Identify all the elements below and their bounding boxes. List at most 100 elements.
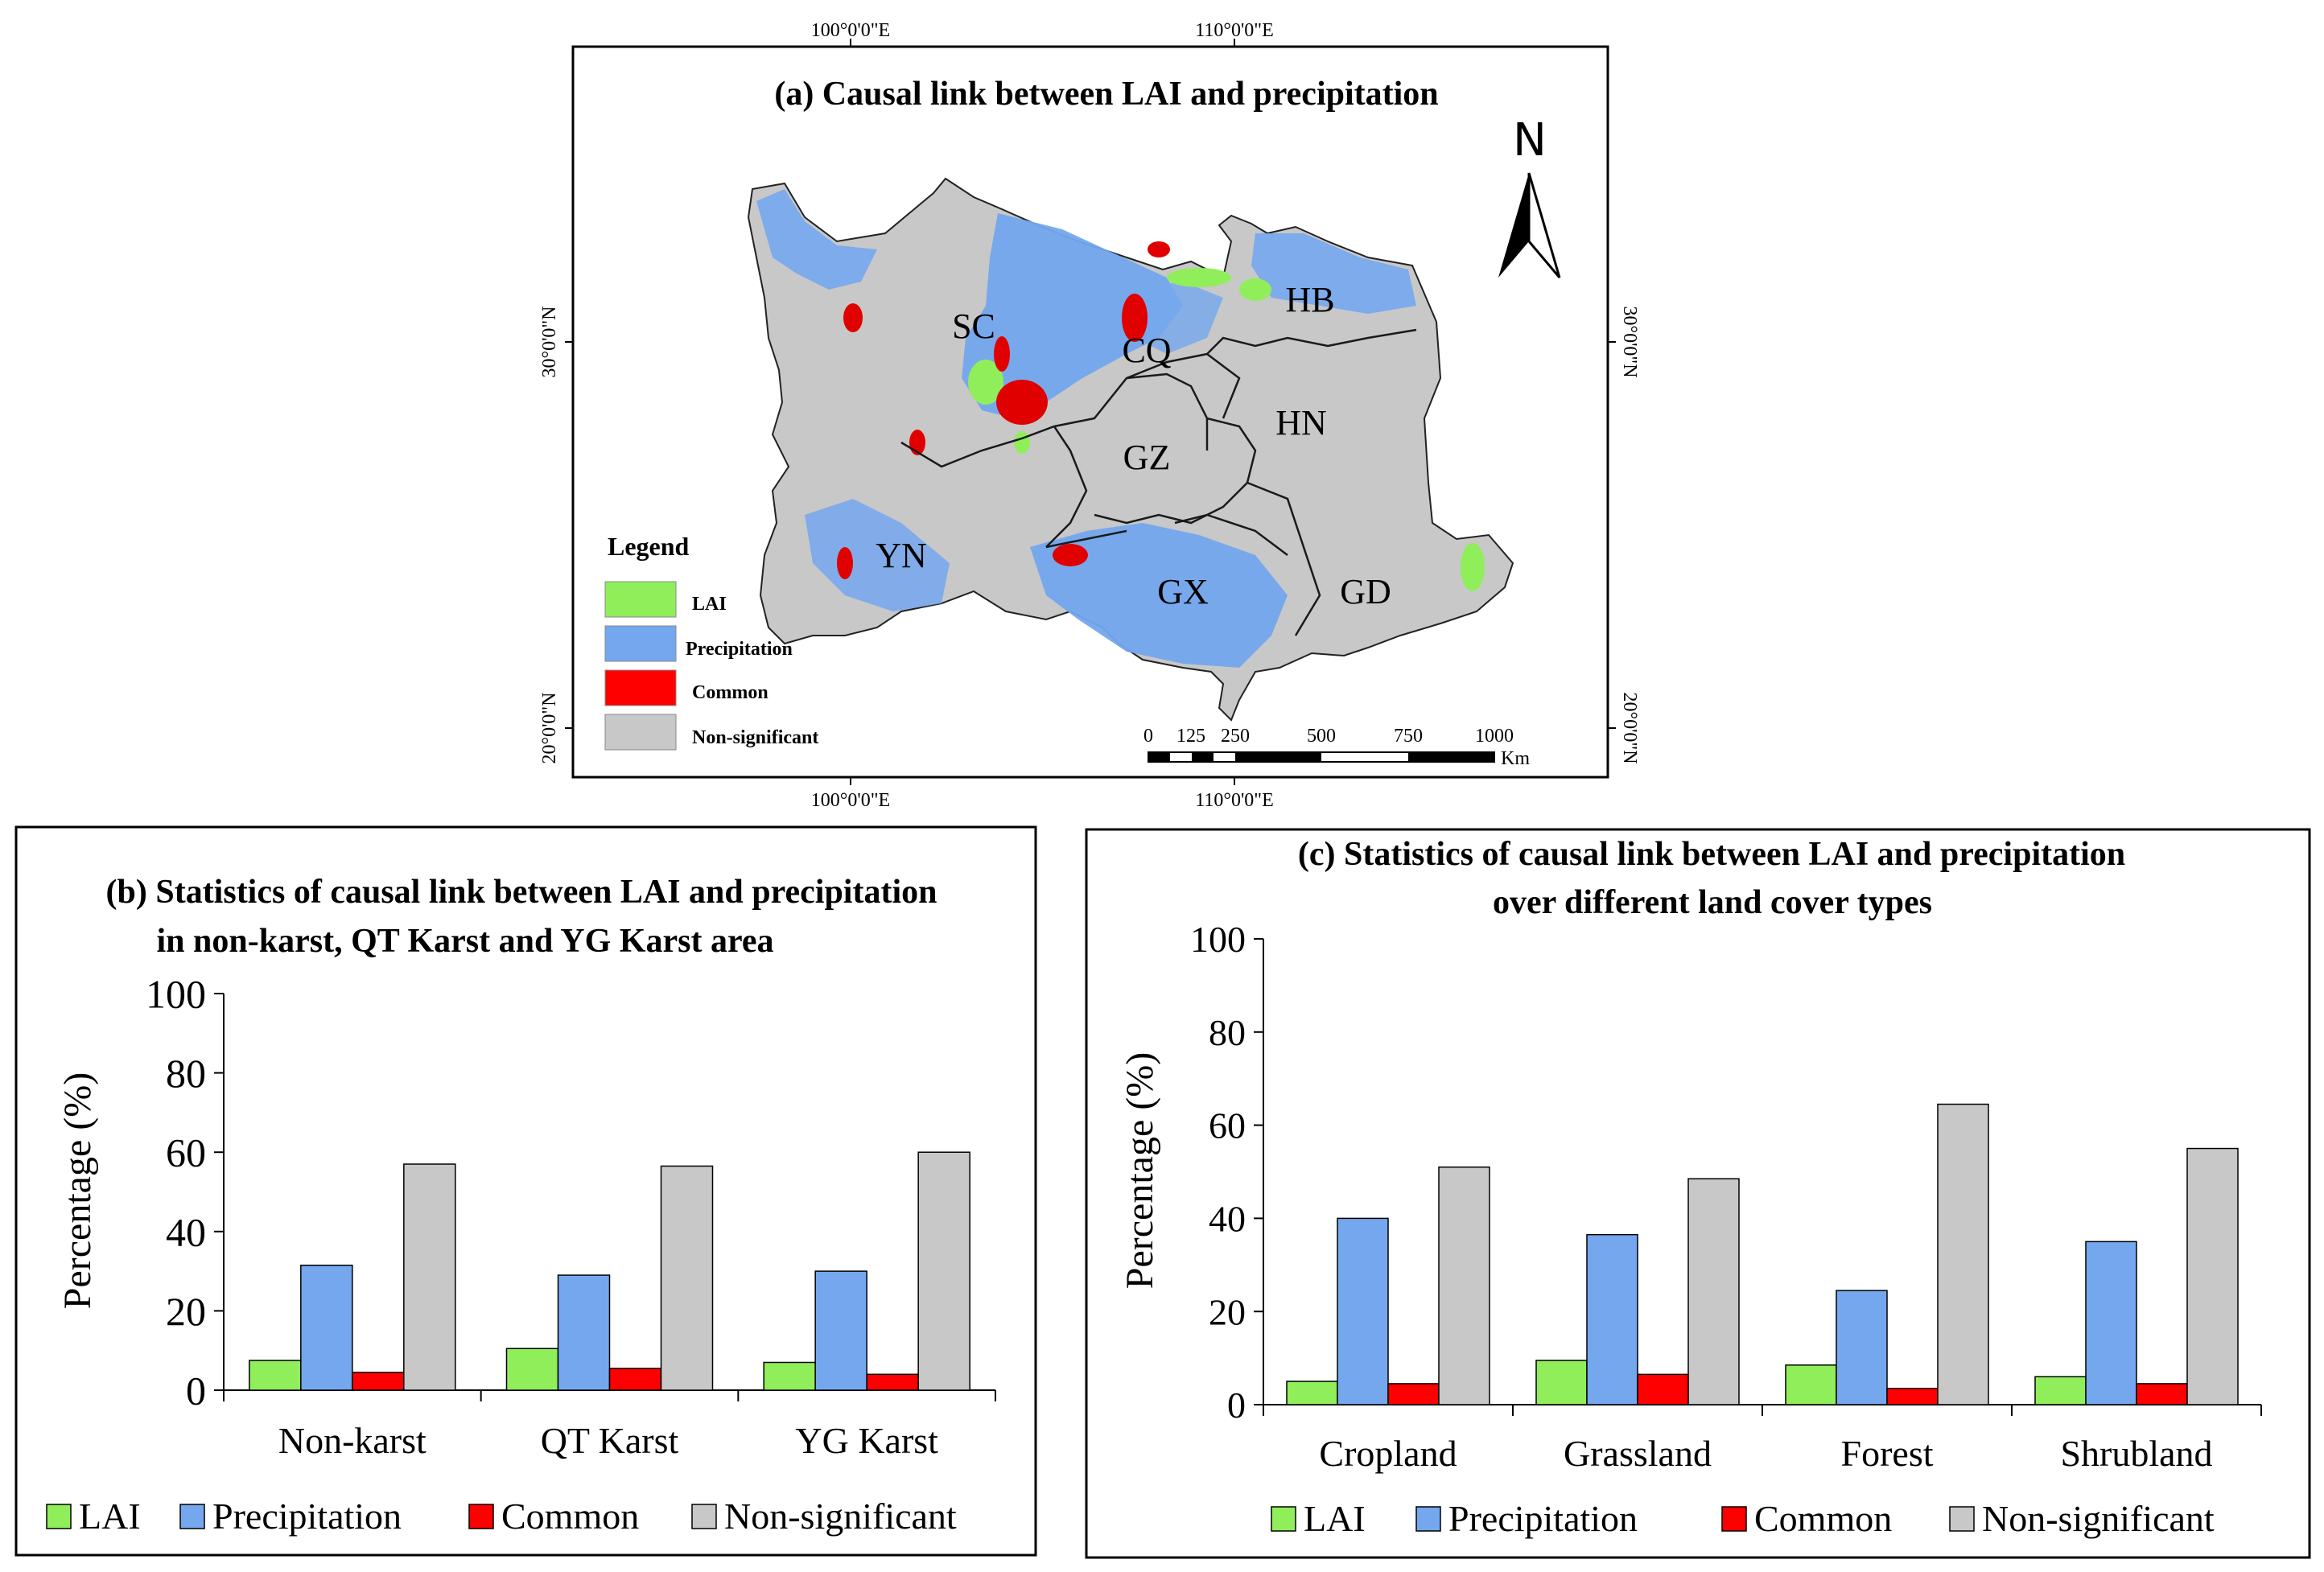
chart-b-ytick-label: 80 xyxy=(166,1051,206,1096)
chart-c-category-label-cropland: Cropland xyxy=(1319,1433,1457,1474)
chart-c-legend-swatch-lai xyxy=(1271,1506,1296,1532)
lat-label-right-30: 30°0'0"N xyxy=(1619,306,1640,377)
chart-b-legend-label-lai: LAI xyxy=(79,1496,141,1537)
map-frame-ticks xyxy=(565,39,1616,785)
chart-c-ytick-label: 0 xyxy=(1227,1385,1246,1426)
chart-c-bar-precipitation-forest xyxy=(1836,1290,1888,1405)
legend-swatch-precipitation xyxy=(604,625,677,662)
legend-label-common: Common xyxy=(692,682,768,703)
chart-c-legend-label-non-significant: Non-significant xyxy=(1982,1498,2215,1539)
chart-c-bar-lai-forest xyxy=(1785,1364,1837,1405)
chart-c-ytick-label: 60 xyxy=(1209,1105,1246,1146)
chart-c-legend-label-lai: LAI xyxy=(1304,1498,1366,1539)
province-borders xyxy=(900,328,1417,636)
chart-b-bar-lai-non-karst xyxy=(249,1360,302,1391)
chart-c-ytick-label: 20 xyxy=(1209,1291,1246,1332)
chart-b-bar-precipitation-qt-karst xyxy=(557,1274,611,1391)
legend-label-lai: LAI xyxy=(692,594,727,615)
chart-c-subtitle: over different land cover types xyxy=(1493,884,1932,921)
region-precip-sc xyxy=(962,213,1183,418)
lon-label-top-100: 100°0'0"E xyxy=(811,20,890,41)
scale-tick-0: 0 xyxy=(1143,726,1153,747)
region-precip-gx xyxy=(1030,523,1288,668)
scale-unit: Km xyxy=(1501,748,1530,769)
province-label-gz: GZ xyxy=(1123,438,1171,477)
chart-c-title: (c) Statistics of causal link between LA… xyxy=(1298,836,2125,873)
chart-b-legend-swatch-precipitation xyxy=(179,1504,205,1529)
legend-swatch-non-significant xyxy=(604,714,677,751)
chart-b-ytick-label: 40 xyxy=(166,1209,206,1254)
chart-b-bar-non-significant-yg-karst xyxy=(917,1151,970,1391)
chart-b-bar-lai-yg-karst xyxy=(763,1361,816,1391)
chart-b-legend: LAI Precipitation Common Non-significant xyxy=(46,1496,957,1537)
chart-c-bar-precipitation-grassland xyxy=(1586,1233,1638,1405)
lon-label-bottom-110: 110°0'0"E xyxy=(1195,790,1274,811)
region-precip-sc-west xyxy=(756,189,877,290)
region-precip-yn xyxy=(805,499,950,611)
chart-c-legend-label-precipitation: Precipitation xyxy=(1448,1498,1638,1539)
province-label-gx: GX xyxy=(1157,572,1209,611)
chart-c-category-label-grassland: Grassland xyxy=(1564,1433,1712,1474)
chart-c-legend-swatch-common xyxy=(1721,1506,1747,1532)
chart-b-subtitle: in non-karst, QT Karst and YG Karst area xyxy=(157,923,774,960)
chart-c-category-label-forest: Forest xyxy=(1841,1433,1934,1474)
chart-b-title: (b) Statistics of causal link between LA… xyxy=(106,874,937,911)
chart-c-plot: 0 20 40 60 80 100 Cropland Grassland Forest Shrub… xyxy=(1190,919,2262,1474)
legend-swatch-lai xyxy=(604,581,677,618)
chart-b-plot: 0 20 40 60 80 100 Non-karst QT Karst YG Karst xyxy=(146,972,996,1461)
scale-tick-125: 125 xyxy=(1176,726,1205,747)
chart-b-category-label-qt-karst: QT Karst xyxy=(541,1420,679,1461)
map-legend: Legend LAI Precipitation Common Non-sign… xyxy=(604,532,818,751)
chart-c-frame xyxy=(1085,828,2311,1559)
legend-swatch-common xyxy=(604,669,677,706)
chart-c-bar-non-significant-forest xyxy=(1937,1103,1989,1405)
province-label-cq: CQ xyxy=(1122,331,1171,370)
province-label-sc: SC xyxy=(952,307,995,346)
lat-label-right-20: 20°0'0"N xyxy=(1619,692,1640,763)
chart-c-legend: LAI Precipitation Common Non-significant xyxy=(1271,1498,2215,1539)
chart-b-bar-non-significant-qt-karst xyxy=(660,1165,714,1391)
chart-c-bar-non-significant-shrubland xyxy=(2186,1147,2239,1405)
chart-c-ytick-label: 40 xyxy=(1209,1199,1246,1240)
chart-b-category-label-non-karst: Non-karst xyxy=(278,1420,426,1461)
chart-b-bar-precipitation-yg-karst xyxy=(814,1270,867,1391)
scale-tick-750: 750 xyxy=(1394,726,1423,747)
chart-c-ytick-label: 100 xyxy=(1190,919,1246,960)
chart-c-legend-swatch-non-significant xyxy=(1949,1506,1975,1532)
chart-b-bar-precipitation-non-karst xyxy=(300,1264,353,1391)
chart-b-legend-label-non-significant: Non-significant xyxy=(724,1496,957,1537)
province-label-hn: HN xyxy=(1275,403,1327,442)
north-label: N xyxy=(1513,114,1547,167)
chart-b-bar-lai-qt-karst xyxy=(505,1348,559,1391)
chart-c-bar-non-significant-grassland xyxy=(1687,1178,1740,1405)
region-lai-patches xyxy=(968,268,1485,591)
chart-c-bar-common-cropland xyxy=(1387,1383,1440,1405)
chart-c-bar-lai-shrubland xyxy=(2034,1376,2087,1405)
chart-b-ytick-label: 20 xyxy=(166,1289,206,1334)
province-label-hb: HB xyxy=(1285,280,1334,319)
region-precip-cq xyxy=(1127,282,1223,354)
chart-b-legend-label-common: Common xyxy=(501,1496,639,1537)
chart-b-ytick-label: 100 xyxy=(146,972,206,1017)
chart-b-ylabel: Percentage (%) xyxy=(56,1072,99,1310)
chart-b-ytick-label: 60 xyxy=(166,1130,206,1175)
chart-c-legend-swatch-precipitation xyxy=(1415,1506,1441,1532)
chart-b-bar-non-significant-non-karst xyxy=(403,1163,456,1391)
chart-c-bar-lai-grassland xyxy=(1535,1360,1588,1405)
chart-b-legend-swatch-non-significant xyxy=(691,1504,717,1529)
chart-c-bar-common-forest xyxy=(1886,1387,1939,1405)
region-precip-hb xyxy=(1251,233,1416,314)
scale-tick-250: 250 xyxy=(1221,726,1250,747)
chart-b-category-label-yg-karst: YG Karst xyxy=(795,1420,938,1461)
chart-c-bar-precipitation-shrubland xyxy=(2085,1241,2137,1405)
legend-label-non-significant: Non-significant xyxy=(692,727,818,748)
lon-label-bottom-100: 100°0'0"E xyxy=(811,790,890,811)
scale-tick-1000: 1000 xyxy=(1475,726,1514,747)
chart-b-bar-common-qt-karst xyxy=(608,1368,662,1391)
chart-b-legend-swatch-lai xyxy=(46,1504,72,1529)
chart-c-legend-label-common: Common xyxy=(1754,1498,1892,1539)
chart-b-ytick-label: 0 xyxy=(186,1368,206,1414)
